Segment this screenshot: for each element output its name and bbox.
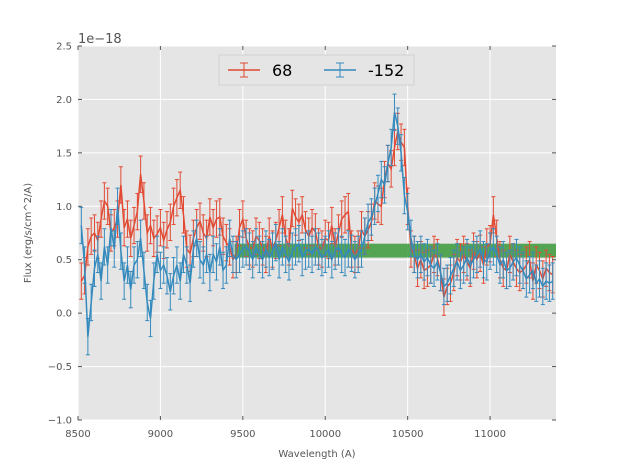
y-tick-label: 2.5 bbox=[56, 42, 72, 53]
y-tick-label: 1.5 bbox=[56, 148, 72, 159]
series-layer bbox=[79, 93, 555, 356]
legend-label: -152 bbox=[368, 61, 404, 80]
legend: 68 -152 bbox=[218, 54, 415, 86]
series-line bbox=[80, 131, 554, 298]
x-axis-label: Wavelength (A) bbox=[278, 449, 355, 460]
x-tick-label: 9000 bbox=[148, 429, 173, 440]
y-tick-label: −0.5 bbox=[48, 362, 72, 373]
series-line bbox=[80, 112, 554, 337]
y-tick-label: 2.0 bbox=[56, 95, 72, 106]
y-tick-label: 0.5 bbox=[56, 255, 72, 266]
x-tick-label: 11000 bbox=[474, 429, 506, 440]
series-2 bbox=[79, 93, 555, 356]
legend-label: 68 bbox=[272, 61, 292, 80]
x-tick-label: 10000 bbox=[309, 429, 341, 440]
y-offset-label: 1e−18 bbox=[78, 32, 122, 47]
grid bbox=[77, 45, 556, 421]
axis-ticks: 8500 9000 9500 10000 10500 11000 −1.0 −0.5 0.0 0.… bbox=[48, 42, 556, 440]
y-axis-label: Flux (erg/s/cm^2/A) bbox=[23, 183, 34, 283]
x-tick-label: 8500 bbox=[65, 429, 90, 440]
x-tick-label: 9500 bbox=[230, 429, 255, 440]
x-tick-label: 10500 bbox=[392, 429, 424, 440]
y-tick-label: 1.0 bbox=[56, 202, 72, 213]
y-tick-label: 0.0 bbox=[56, 309, 72, 320]
y-tick-label: −1.0 bbox=[48, 416, 72, 427]
